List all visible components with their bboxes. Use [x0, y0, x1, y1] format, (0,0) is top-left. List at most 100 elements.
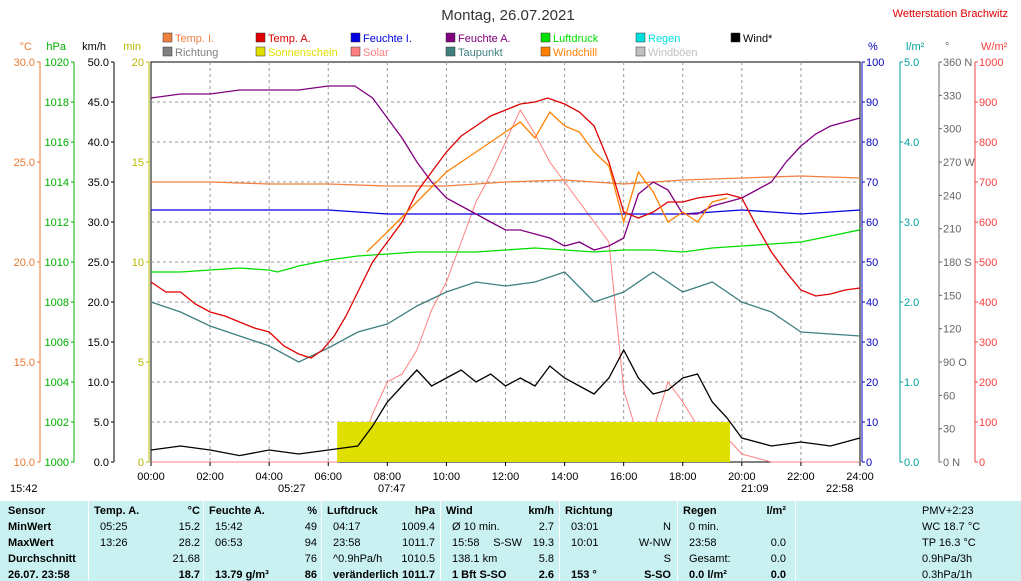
summary-cell-time: 13.79 g/m³ [215, 569, 269, 581]
axis-tick-label-humidity: 40 [866, 297, 878, 309]
summary-row: 10:01 W-NW [565, 535, 675, 551]
x-axis-tick-label: 10:00 [433, 471, 461, 483]
legend-swatch [635, 32, 646, 43]
marker-left-time: 15:42 [10, 483, 38, 495]
summary-cell-time: ^0.9hPa/h [333, 553, 383, 565]
series-luftdruck-line [151, 227, 861, 273]
summary-row: Ø 10 min. 2.7 [446, 519, 558, 535]
summary-separator [440, 501, 441, 581]
axes-layer: 30.025.020.015.010.0°C102010181016101410… [14, 41, 1008, 483]
summary-separator [677, 501, 678, 581]
summary-cell-time: Ø 10 min. [452, 521, 500, 533]
axis-tick-label-humidity: 100 [866, 57, 884, 69]
axis-tick-label-direction: 150 [943, 290, 961, 302]
series-temp-i-line [151, 175, 861, 187]
summary-row: 0.9hPa/3h [922, 551, 1014, 567]
summary-cell-time: 15:42 [215, 521, 243, 533]
summary-cell-value: 1009.4 [401, 521, 435, 533]
summary-separator [795, 501, 796, 581]
summary-cell-value: 18.7 [178, 569, 200, 581]
axis-tick-label-wind: 5.0 [94, 417, 109, 429]
summary-cell-value: 0.0 [770, 569, 786, 581]
axis-tick-label-direction: 270 W [943, 157, 975, 169]
axis-tick-label-solar: 0 [979, 457, 985, 469]
summary-row-label-text: MinWert [8, 521, 52, 533]
x-axis-tick-label: 08:00 [374, 471, 402, 483]
legend-swatch [162, 32, 173, 43]
summary-header: Wind km/h [446, 503, 558, 519]
summary-header-unit: l/m² [766, 505, 786, 517]
legend-swatch [162, 46, 173, 57]
legend-swatch [540, 46, 551, 57]
summary-header-label: Richtung [565, 505, 613, 517]
axis-tick-label-rain: 1.0 [904, 377, 919, 389]
summary-row: 138.1 km 5.8 [446, 551, 558, 567]
time-markers: 15:42 05:27 07:47 21:09 22:58 [10, 483, 854, 495]
axis-tick-label-wind: 25.0 [88, 257, 109, 269]
summary-cell-value: 0.0 [770, 553, 786, 565]
axis-tick-label-humidity: 50 [866, 257, 878, 269]
axis-tick-label-sunshine: 10 [132, 257, 144, 269]
axis-tick-label-direction: 90 O [943, 357, 967, 369]
series-wind-line [150, 348, 861, 457]
axis-tick-label-solar: 700 [979, 177, 997, 189]
series-feuchte-a-line [150, 85, 861, 251]
axis-unit-wind: km/h [82, 41, 106, 53]
axis-tick-label-solar: 200 [979, 377, 997, 389]
axis-tick-label-pressure: 1010 [45, 257, 69, 269]
summary-cell-time: 23:58 [333, 537, 361, 549]
axis-tick-label-sunshine: 5 [138, 357, 144, 369]
axis-tick-label-direction: 120 [943, 324, 961, 336]
summary-cell-time: 1 Bft S-SO [452, 569, 507, 581]
axis-tick-label-humidity: 10 [866, 417, 878, 429]
axis-tick-label-humidity: 0 [866, 457, 872, 469]
axis-tick-label-wind: 35.0 [88, 177, 109, 189]
summary-row: TP 16.3 °C [922, 535, 1014, 551]
summary-row: 1 Bft S-SO 2.6 [446, 567, 558, 581]
axis-tick-label-solar: 100 [979, 417, 997, 429]
axis-tick-label-pressure: 1008 [45, 297, 69, 309]
summary-cell-time: 05:25 [100, 521, 128, 533]
axis-tick-label-pressure: 1018 [45, 97, 69, 109]
axis-tick-label-wind: 15.0 [88, 337, 109, 349]
legend-label: Windchill [553, 47, 597, 59]
legend-swatch [350, 46, 361, 57]
legend-swatch [730, 32, 741, 43]
axis-tick-label-temp: 25.0 [14, 157, 35, 169]
summary-row: 03:01 N [565, 519, 675, 535]
axis-tick-label-humidity: 90 [866, 97, 878, 109]
axis-tick-label-direction: 210 [943, 224, 961, 236]
legend-swatch [635, 46, 646, 57]
axis-tick-label-rain: 0.0 [904, 457, 919, 469]
summary-cell-time: 13:26 [100, 537, 128, 549]
summary-row: ^0.9hPa/h 1010.5 [327, 551, 439, 567]
axis-tick-label-direction: 240 [943, 190, 961, 202]
summary-header-label: Luftdruck [327, 505, 378, 517]
axis-tick-label-humidity: 20 [866, 377, 878, 389]
summary-cell: TP 16.3 °C [922, 537, 976, 549]
summary-cell-value: 19.3 [532, 537, 554, 549]
axis-tick-label-rain: 2.0 [904, 297, 919, 309]
summary-header: Luftdruck hPa [327, 503, 439, 519]
summary-col-wind: Wind km/h Ø 10 min. 2.7 15:58 S-SW 19.3 138.1 k… [446, 501, 558, 581]
summary-cell-value: W-NW [638, 537, 671, 549]
axis-tick-label-temp: 30.0 [14, 57, 35, 69]
axis-tick-label-wind: 10.0 [88, 377, 109, 389]
legend-label: Sonnenschein [268, 47, 338, 59]
series-temp-a-line [150, 97, 861, 359]
summary-cell-time: 0 min. [689, 521, 719, 533]
summary-row: 15:58 S-SW 19.3 [446, 535, 558, 551]
summary-cell-value: 1010.5 [401, 553, 435, 565]
summary-col-dir: Richtung 03:01 N 10:01 W-NW S 153 ° S-SO [565, 501, 675, 581]
x-axis-tick-label: 00:00 [137, 471, 165, 483]
summary-cell-time: 03:01 [571, 521, 599, 533]
axis-tick-label-rain: 4.0 [904, 137, 919, 149]
legend-swatch [540, 32, 551, 43]
axis-tick-label-wind: 0.0 [94, 457, 109, 469]
summary-cell-value: 49 [304, 521, 317, 533]
summary-header-label: Temp. A. [94, 505, 140, 517]
summary-cell-time: 138.1 km [452, 553, 498, 565]
axis-tick-label-solar: 600 [979, 217, 997, 229]
summary-cell-time: 06:53 [215, 537, 243, 549]
station-name: Wetterstation Brachwitz [893, 8, 1008, 20]
